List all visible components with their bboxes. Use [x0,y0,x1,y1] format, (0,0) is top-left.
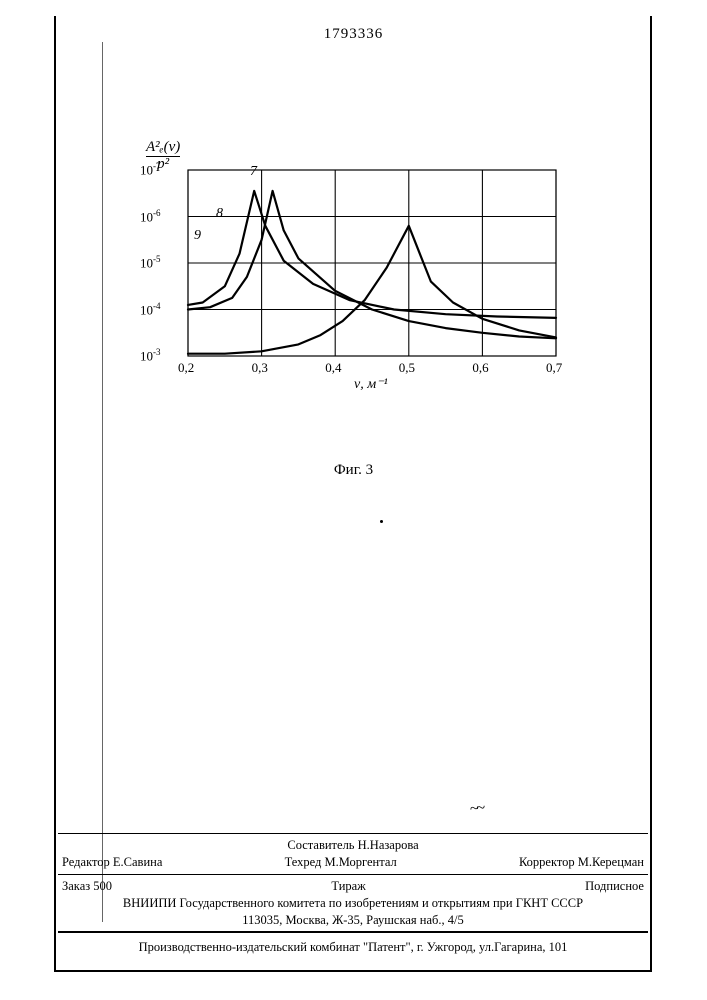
footer-techred: Техред М.Моргентал [285,854,397,871]
scan-squiggle: ~~ [469,799,484,818]
chart: 7 8 9 10-310-410-510-610-7 [164,152,584,392]
footer-org: ВНИИПИ Государственного комитета по изоб… [58,895,648,912]
footer-rule-2 [58,874,648,875]
x-tick-4: 0,6 [472,360,488,376]
y-tick-0: 10-3 [140,347,161,364]
footer-credits-row: Редактор Е.Савина Техред М.Моргентал Кор… [58,854,648,871]
curve-label-8: 8 [216,206,223,222]
scan-speck [380,520,383,523]
y-tick-1: 10-4 [140,301,161,318]
footer-editor: Редактор Е.Савина [62,854,162,871]
footer: Составитель Н.Назарова Редактор Е.Савина… [58,830,648,956]
x-tick-5: 0,7 [546,360,562,376]
x-tick-0: 0,2 [178,360,194,376]
curve-label-7: 7 [250,164,257,180]
x-tick-3: 0,5 [399,360,415,376]
curve-label-9: 9 [194,228,201,244]
page-root: 1793336 A²ₑ(ν) p² 7 8 9 10-310-410-510-6… [0,0,707,1000]
footer-compiler: Составитель Н.Назарова [287,837,418,854]
chart-caption: Фиг. 3 [0,462,707,479]
footer-compiler-row: Составитель Н.Назарова [58,837,648,854]
x-tick-2: 0,4 [325,360,341,376]
footer-addr: 113035, Москва, Ж-35, Раушская наб., 4/5 [58,912,648,929]
page-number: 1793336 [0,26,707,43]
footer-corrector: Корректор М.Керецман [519,854,644,871]
x-axis-title: ν, м⁻¹ [354,376,388,393]
footer-rule-3 [58,931,648,933]
footer-subscribe: Подписное [585,878,644,895]
scan-hairline [102,42,103,922]
chart-svg [164,152,584,392]
y-tick-4: 10-7 [140,161,161,178]
footer-producer: Производственно-издательский комбинат "П… [58,939,648,956]
y-tick-2: 10-5 [140,254,161,271]
footer-rule-1 [58,833,648,834]
y-tick-3: 10-6 [140,208,161,225]
footer-tirazh: Тираж [331,878,365,895]
x-tick-1: 0,3 [252,360,268,376]
footer-order: Заказ 500 [62,878,112,895]
footer-order-row: Заказ 500 Тираж Подписное [58,878,648,895]
